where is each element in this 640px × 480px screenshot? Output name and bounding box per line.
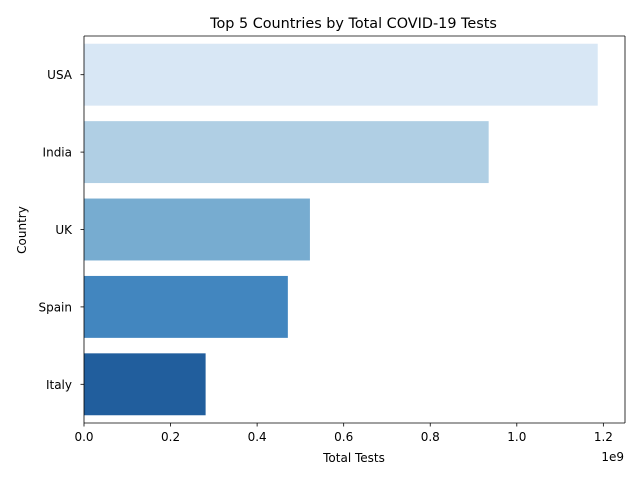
x-axis-ticks: 0.0 0.2 0.4 0.6 0.8 1.0 1.2 xyxy=(74,423,613,444)
bar-usa xyxy=(84,43,598,106)
bar-italy xyxy=(84,353,206,416)
bar-india xyxy=(84,121,489,184)
x-tick-label: 1.2 xyxy=(594,430,613,444)
y-tick-label: USA xyxy=(47,68,73,82)
y-tick-label: Spain xyxy=(38,300,72,314)
bar-uk xyxy=(84,198,310,261)
y-axis-label: Country xyxy=(15,206,29,254)
x-axis-label: Total Tests xyxy=(322,451,385,465)
y-tick-label: UK xyxy=(55,223,73,237)
x-tick-label: 0.0 xyxy=(74,430,93,444)
x-tick-label: 0.8 xyxy=(421,430,440,444)
x-tick-label: 0.2 xyxy=(161,430,180,444)
chart-title: Top 5 Countries by Total COVID-19 Tests xyxy=(209,16,497,32)
x-tick-label: 1.0 xyxy=(507,430,526,444)
x-axis-offset-text: 1e9 xyxy=(601,450,624,464)
y-tick-label: Italy xyxy=(46,378,72,392)
y-tick-label: India xyxy=(43,146,72,160)
y-axis-ticks: USA India UK Spain Italy xyxy=(38,68,84,392)
x-tick-label: 0.4 xyxy=(248,430,267,444)
x-tick-label: 0.6 xyxy=(334,430,353,444)
bars-group xyxy=(84,43,598,416)
bar-spain xyxy=(84,275,288,338)
